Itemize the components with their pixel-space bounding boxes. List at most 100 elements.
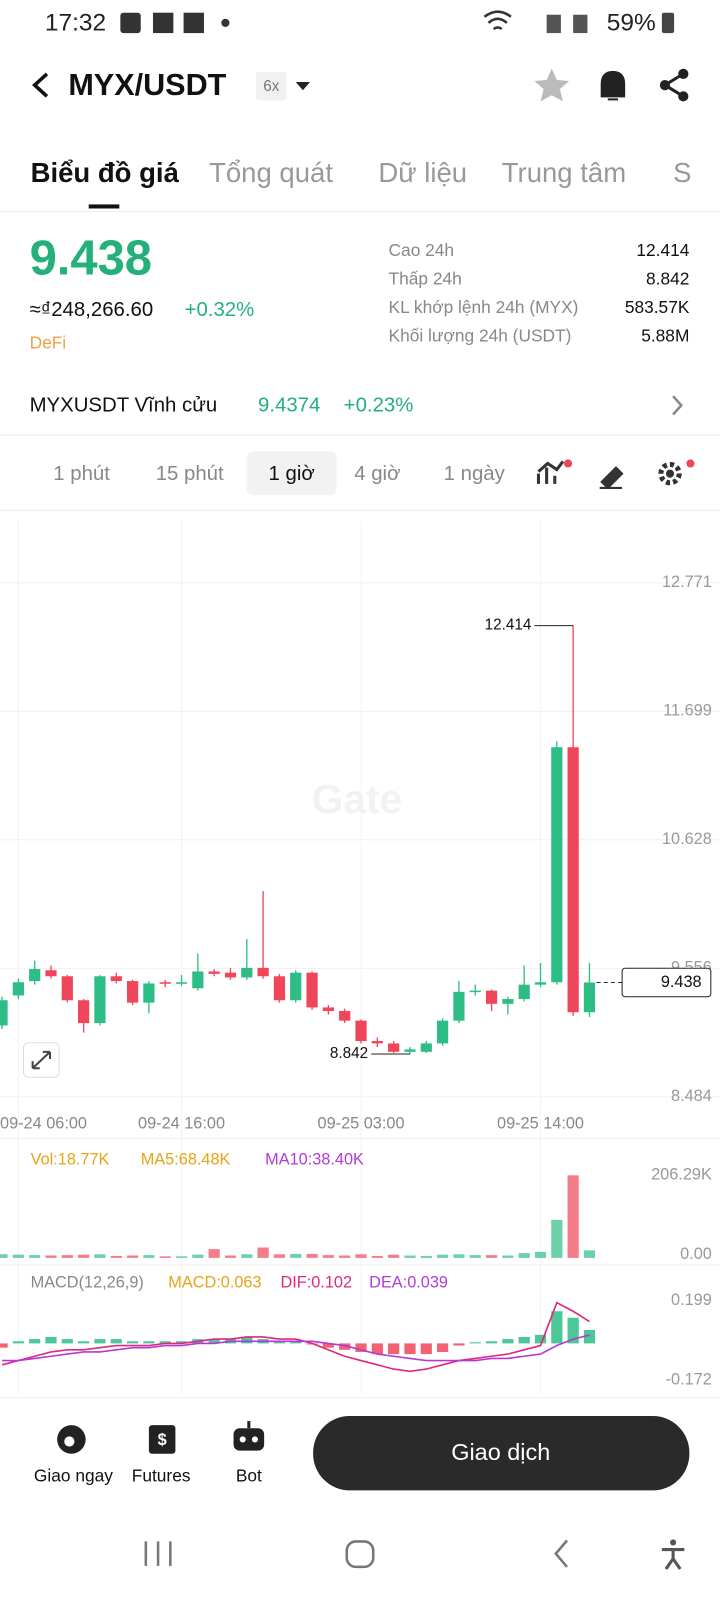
candle-body [0,1000,8,1026]
tab[interactable]: Tổng quát [209,157,333,188]
y-tick-label: 0.199 [671,1291,712,1309]
volume-bar [110,1255,122,1258]
candle-body [224,972,237,978]
x-tick-label: 09-25 03:00 [318,1115,405,1133]
fiat-price: ≈₫248,266.60 [30,299,154,321]
stat-label: Cao 24h [389,240,455,260]
interval[interactable]: 15 phút [156,463,224,485]
macd-bar [502,1339,514,1344]
candle-body [453,991,465,1021]
candle-body [159,982,171,984]
legend-entry: Vol:18.77K [31,1150,110,1168]
favorite-icon[interactable] [534,68,570,102]
y-tick-label: 10.628 [662,830,712,848]
y-tick-label: -0.172 [666,1371,712,1389]
stat-value: 5.88M [641,326,689,346]
candle-body [208,971,220,974]
draw-icon[interactable] [599,466,624,490]
futures-icon[interactable]: $ [148,1425,176,1454]
macd-bar [534,1334,547,1344]
volume-bar [241,1254,253,1258]
interval-selected [246,451,337,496]
candle-body [371,1041,383,1044]
volume-bar [551,1219,563,1258]
pair-dropdown[interactable] [295,82,311,91]
macd-bar [551,1311,563,1344]
watermark: Gate [312,776,403,822]
candle-body [45,970,57,977]
macd-bar [339,1343,351,1350]
signal-icon [546,14,561,34]
volume-bar [224,1255,237,1258]
trade-button-label[interactable]: Giao dịch [451,1439,550,1465]
tab[interactable]: Trung tâm [502,157,626,188]
candle-body [404,1049,416,1052]
indicator-icon[interactable] [536,459,573,484]
nav-label[interactable]: Bot [236,1466,262,1486]
volume-bar [29,1255,41,1258]
perpetual-name[interactable]: MYXUSDT Vĩnh cửu [30,395,218,417]
spot-icon[interactable] [57,1425,86,1454]
macd-bar [126,1341,139,1344]
volume-bar [404,1255,416,1258]
candle-body [306,972,318,1008]
volume-bar [208,1249,220,1258]
interval[interactable]: 1 giờ [269,463,315,485]
candle-body [78,1000,90,1024]
share-icon[interactable] [659,68,689,102]
candle-body [420,1043,432,1052]
interval[interactable]: 1 ngày [444,463,506,485]
legend-entry: DEA:0.039 [369,1274,448,1292]
pair-title: MYX/USDT [68,68,226,102]
candle-body [339,1011,351,1021]
volume-bar [306,1253,318,1258]
candle-body [273,976,286,1001]
macd-bar [78,1341,90,1344]
nav-label[interactable]: Futures [132,1466,191,1486]
volume-bar [0,1254,8,1258]
macd-bar [436,1343,449,1352]
volume-bar [567,1175,579,1258]
perpetual-change: +0.23% [344,395,414,417]
candle-body [534,982,547,985]
current-price-box [621,967,712,998]
volume-bar [273,1254,286,1258]
tab[interactable]: Dữ liệu [378,157,467,188]
volume-bar [502,1255,514,1258]
chevron[interactable] [672,395,683,416]
candle-body [469,990,481,993]
macd-bar [61,1339,73,1344]
macd-bar [159,1341,171,1344]
macd-bar [355,1343,367,1352]
candle-body [290,972,302,1001]
tab[interactable]: Biểu đồ giá [31,157,180,188]
candle-body [355,1020,367,1042]
volume-bar [143,1255,155,1258]
back-button[interactable] [32,72,49,98]
macd-bar [290,1341,302,1344]
annotation-label: 8.842 [330,1045,368,1062]
expand-button[interactable] [22,1042,60,1078]
alert-icon[interactable] [600,70,626,101]
nav-label[interactable]: Giao ngay [34,1466,113,1486]
volume-bar [339,1255,351,1258]
tab[interactable]: S [673,157,691,188]
sector-tag: DeFi [30,333,67,353]
volume-bar [45,1255,57,1258]
interval[interactable]: 4 giờ [354,463,400,485]
bot-icon[interactable] [233,1421,265,1451]
volume-bar [436,1254,449,1258]
settings-icon[interactable] [658,459,695,486]
battery-text: 59% [607,9,656,36]
battery-icon [661,12,675,34]
macd-bar [322,1343,334,1348]
interval[interactable]: 1 phút [53,463,110,485]
macd-bar [12,1341,24,1344]
candle-body [143,983,155,1003]
macd-bar [388,1343,400,1355]
y-tick-label: 206.29K [651,1166,712,1184]
x-tick-label: 09-25 14:00 [497,1115,584,1133]
trade-button[interactable] [313,1415,690,1491]
stat-label: Thấp 24h [389,268,462,288]
